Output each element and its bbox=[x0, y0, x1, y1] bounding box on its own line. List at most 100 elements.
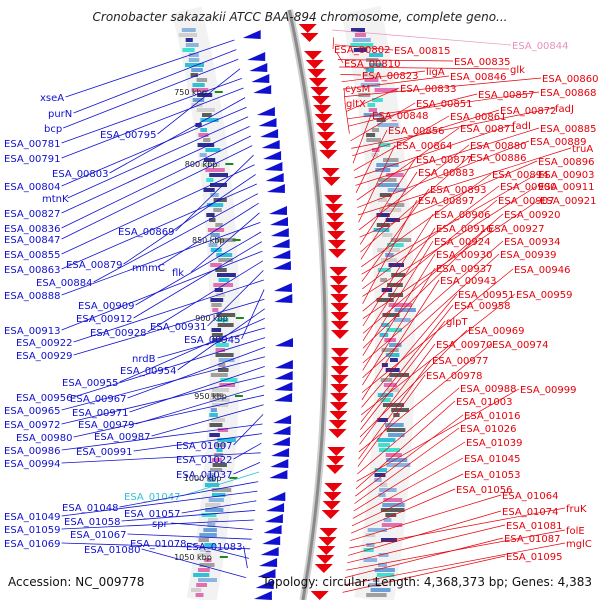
gene-block-inner bbox=[207, 473, 216, 477]
gene-label-right: ESA_00835 bbox=[454, 57, 511, 68]
label-leader-line-right bbox=[350, 102, 416, 142]
gene-block-outer bbox=[386, 428, 406, 432]
gene-label-right: ESA_00937 bbox=[436, 264, 493, 275]
gene-block-outer bbox=[378, 178, 397, 182]
gene-block-inner bbox=[211, 328, 222, 332]
label-leader-line-right bbox=[348, 510, 502, 556]
accession-label: Accession: NC_009778 bbox=[8, 575, 145, 589]
label-leader-line-right bbox=[346, 87, 400, 112]
gene-block-inner bbox=[209, 423, 223, 427]
label-leader-line-right bbox=[335, 44, 394, 51]
gene-label-right: folE bbox=[566, 526, 585, 537]
gene-label-right: ESA_00856 bbox=[388, 126, 445, 137]
gene-block-inner bbox=[205, 168, 225, 172]
reverse-strand-gene bbox=[258, 118, 277, 127]
label-leader-line-left bbox=[243, 545, 248, 569]
gene-block-inner bbox=[209, 398, 230, 402]
reverse-strand-gene bbox=[266, 184, 285, 193]
gene-label-left: ESA_00956 bbox=[16, 393, 73, 404]
gene-label-left: ESA_00967 bbox=[70, 394, 127, 405]
gene-block-outer bbox=[369, 53, 383, 57]
label-leader-line-right bbox=[362, 253, 436, 371]
forward-strand-gene bbox=[324, 195, 343, 204]
label-leader-line-left bbox=[157, 68, 241, 135]
label-leader-line-right bbox=[359, 160, 538, 238]
gene-label-right: ESA_00857 bbox=[478, 90, 535, 101]
gene-label-right: ESA_01081 bbox=[506, 521, 563, 532]
gene-block-outer bbox=[362, 73, 381, 77]
gene-block-outer bbox=[377, 268, 391, 272]
label-leader-line-right bbox=[344, 537, 504, 578]
label-leader-line-right bbox=[362, 227, 488, 349]
gene-label-right: ESA_00802 bbox=[334, 45, 391, 56]
gene-block-outer bbox=[393, 318, 411, 322]
gene-block-inner bbox=[204, 558, 212, 562]
label-leader-line-left bbox=[65, 39, 235, 98]
gene-block-outer bbox=[380, 378, 393, 382]
gene-block-outer bbox=[391, 408, 409, 412]
label-leader-line-left bbox=[73, 298, 265, 356]
gene-block-inner bbox=[206, 203, 224, 207]
gene-label-right: ESA_00833 bbox=[400, 84, 457, 95]
gene-block-outer bbox=[386, 328, 402, 332]
label-leader-line-right bbox=[354, 414, 464, 497]
gene-block-inner bbox=[198, 568, 210, 572]
gene-label-right: ESA_00934 bbox=[504, 237, 561, 248]
gene-block-inner bbox=[215, 348, 226, 352]
gene-block-inner bbox=[209, 173, 228, 177]
gene-block-outer bbox=[363, 548, 374, 552]
gene-block-outer bbox=[388, 303, 412, 307]
label-leader-line-left bbox=[67, 116, 249, 199]
forward-strand-gene bbox=[326, 456, 345, 465]
label-leader-line-right bbox=[353, 441, 466, 512]
label-leader-line-right bbox=[362, 253, 500, 379]
reverse-strand-gene bbox=[270, 459, 289, 468]
gene-label-right: ESA_01045 bbox=[464, 454, 521, 465]
forward-strand-gene bbox=[329, 402, 348, 411]
gene-block-outer bbox=[389, 373, 410, 377]
gene-label-left: ESA_00836 bbox=[4, 224, 61, 235]
forward-strand-gene bbox=[319, 528, 338, 537]
kbp-tick-label: 1050 kbp bbox=[174, 553, 212, 562]
gene-block-inner bbox=[200, 128, 207, 132]
label-leader-line-right bbox=[358, 144, 396, 223]
gene-label-left: ESA_01057 bbox=[124, 509, 181, 520]
gene-label-right: mglC bbox=[566, 539, 592, 550]
gene-label-left: mnmC bbox=[132, 263, 165, 274]
label-leader-line-right bbox=[360, 320, 446, 430]
forward-strand-gene bbox=[305, 60, 324, 69]
kbp-tick-label: 900 kbp bbox=[195, 314, 228, 323]
gene-block-outer bbox=[373, 228, 390, 232]
label-leader-line-right bbox=[354, 427, 460, 504]
gene-label-left: ESA_00955 bbox=[62, 378, 119, 389]
gene-label-left: ESA_00972 bbox=[4, 420, 61, 431]
label-leader-line-left bbox=[61, 78, 242, 144]
gene-block-inner bbox=[205, 508, 224, 512]
label-leader-line-left bbox=[171, 522, 253, 530]
label-leader-line-right bbox=[361, 173, 492, 268]
gene-label-left: ESA_01037 bbox=[176, 470, 233, 481]
gene-label-left: ESA_00931 bbox=[150, 322, 207, 333]
gene-block-inner bbox=[212, 463, 227, 467]
label-leader-line-right bbox=[357, 387, 460, 475]
label-leader-line-right bbox=[342, 75, 450, 90]
forward-strand-gene bbox=[317, 546, 336, 555]
gene-block-outer bbox=[372, 98, 383, 102]
label-leader-line-left bbox=[175, 154, 254, 232]
forward-strand-gene bbox=[330, 321, 349, 330]
gene-label-right: ESA_01003 bbox=[456, 397, 513, 408]
label-leader-line-right bbox=[357, 140, 530, 208]
gene-block-inner bbox=[215, 443, 227, 447]
gene-block-outer bbox=[364, 78, 379, 82]
label-leader-line-left bbox=[61, 519, 255, 530]
reverse-strand-gene bbox=[272, 250, 291, 259]
gene-label-right: ESA_01039 bbox=[466, 438, 523, 449]
gene-label-right: ESA_00921 bbox=[540, 196, 597, 207]
gene-block-outer bbox=[360, 83, 381, 87]
gene-block-inner bbox=[210, 233, 220, 237]
gene-label-left: ESA_01047 bbox=[124, 492, 181, 503]
gene-block-outer bbox=[374, 568, 395, 572]
gene-block-inner bbox=[208, 243, 218, 247]
label-leader-line-left bbox=[61, 87, 244, 159]
gene-label-left: ESA_00922 bbox=[16, 338, 73, 349]
